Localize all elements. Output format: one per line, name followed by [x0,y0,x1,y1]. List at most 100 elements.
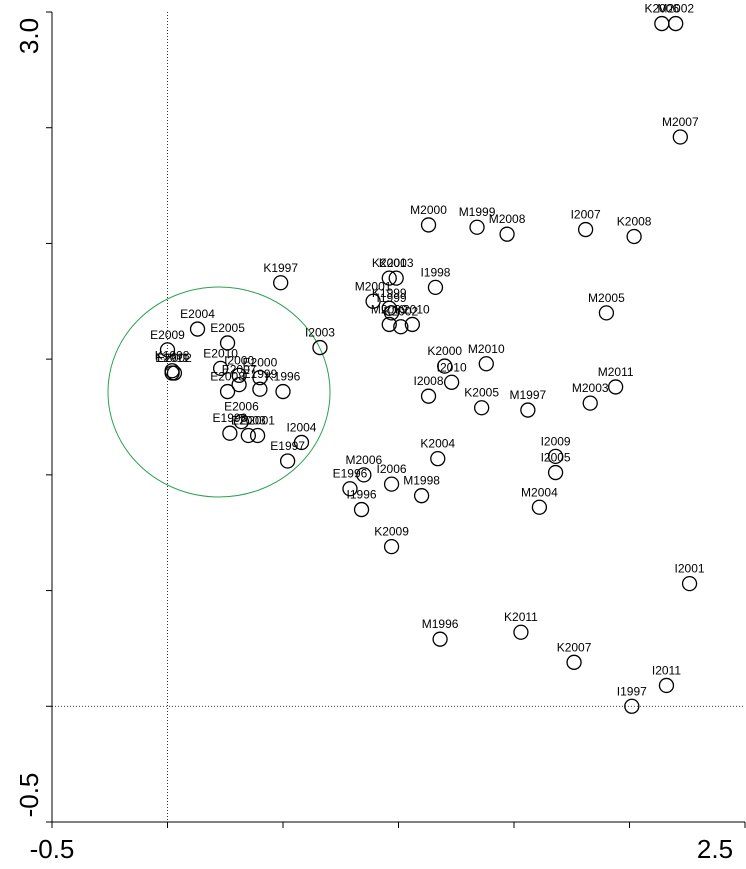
point-label: E2009 [150,328,185,342]
point [443,374,460,390]
point-label: K2000 [427,344,462,358]
point-label: M1997 [510,388,547,402]
point [383,476,400,492]
point-label: E1999 [243,367,278,381]
point-label: I2011 [652,663,681,677]
point-label: E2003 [231,414,266,428]
point-label: K2001 [372,256,407,270]
point-label: K1998 [155,349,190,363]
y-tick-label: 3.0 [14,18,44,54]
point-label: M2003 [572,381,609,395]
point [582,395,598,411]
point-label: I2000 [224,353,254,367]
point [381,270,397,286]
point-label: E2001 [240,414,275,428]
point [547,448,564,464]
point-label: M1996 [422,617,459,631]
point [353,501,370,518]
point-label: M2008 [489,212,526,226]
point-label: I2008 [414,374,444,388]
point [233,413,250,430]
point [420,217,437,233]
point [430,451,446,467]
point [598,305,615,321]
point-label: I2006 [377,462,407,476]
point [212,360,229,377]
point-label: E2008 [210,370,245,384]
point [383,305,400,321]
point-label: M2004 [521,485,558,499]
point-label: M2006 [345,453,382,467]
point-label: K2006 [644,2,679,16]
point-label: M2009 [371,302,408,316]
point-label: E2006 [224,400,259,414]
point-label: K2010 [395,302,430,316]
point-label: K2005 [464,386,499,400]
point [478,356,494,372]
point [189,321,206,337]
point [474,400,490,416]
point [219,335,236,351]
point [499,226,515,242]
point [469,219,485,235]
point-label: K1996 [266,370,301,384]
cluster-ellipse [107,286,331,498]
point [531,499,548,515]
point [342,481,358,497]
point [577,221,594,238]
point-label: K2003 [379,256,414,270]
point [427,279,444,296]
point-label: I2005 [541,451,571,465]
point [672,129,688,145]
point [432,631,448,647]
point [520,402,536,418]
point [273,275,289,291]
x-tick-label: 2.5 [697,834,733,864]
point [381,316,397,333]
point-label: M2010 [468,342,505,356]
point-label: M2011 [598,365,634,379]
point-label: M2007 [662,115,699,129]
point [312,339,328,356]
y-tick-label: -0.5 [14,773,44,818]
point [275,383,291,400]
point-label: E2004 [180,307,215,321]
point [624,698,640,714]
point [626,228,642,245]
point-label: K2002 [383,305,418,319]
point [231,367,247,383]
point-label: I2004 [286,420,316,434]
point [252,370,268,386]
point-label: M1999 [459,205,496,219]
point [240,427,257,444]
point-label: M2002 [657,2,694,16]
point [566,654,582,670]
point [231,376,247,393]
point [252,381,268,397]
point-label: K2008 [617,214,652,228]
point-label: I2010 [437,360,467,374]
point-label: E2007 [222,363,257,377]
point [437,358,453,374]
point-label: I2007 [571,208,601,222]
point [393,319,409,335]
x-tick-label: -0.5 [30,834,75,864]
point-label: I1999 [377,291,407,305]
point-label: E1996 [333,467,368,481]
point-label: I1997 [617,684,647,698]
point-label: M2005 [588,291,625,305]
point-label: M1998 [403,474,440,488]
point [681,575,698,592]
point-label: K1997 [263,261,298,275]
point [658,677,675,694]
point-label: E2011 [155,351,189,365]
point [547,464,564,481]
point [388,270,404,286]
point-label: E2010 [203,346,238,360]
point-label: I2009 [541,434,571,448]
point-label: I2003 [305,326,335,340]
point-label: K2009 [374,525,409,539]
point-label: K2004 [420,437,455,451]
point [159,342,176,358]
point [668,15,684,32]
